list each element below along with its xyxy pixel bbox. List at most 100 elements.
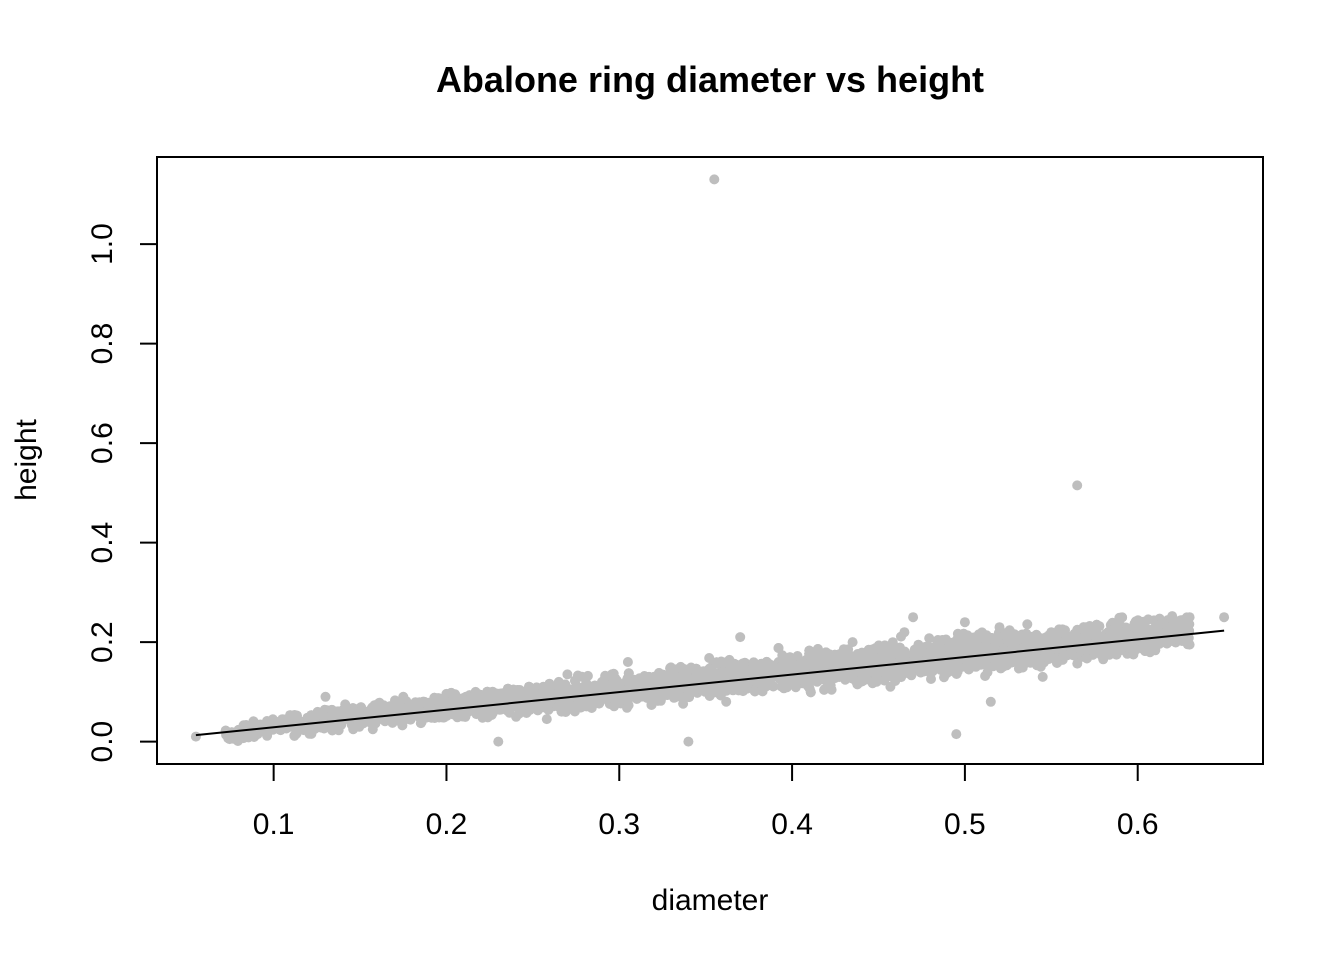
data-point [223, 733, 234, 744]
data-point [968, 637, 979, 648]
data-point [746, 665, 757, 676]
y-tick-label: 0.8 [86, 323, 119, 365]
data-point [934, 642, 944, 653]
data-point [901, 656, 911, 667]
data-point [977, 657, 988, 667]
data-point [562, 669, 573, 680]
data-point [819, 658, 830, 669]
data-point [757, 676, 768, 687]
data-point [1140, 623, 1151, 634]
data-point [899, 627, 910, 638]
x-tick-label: 0.2 [426, 808, 468, 841]
data-point [527, 688, 538, 699]
data-point [1091, 621, 1102, 632]
y-axis-label: height [10, 418, 43, 500]
data-point [1111, 649, 1122, 660]
data-point [784, 678, 795, 689]
data-point [450, 689, 461, 700]
data-point [885, 681, 896, 692]
data-point [805, 687, 816, 698]
data-point [1017, 662, 1028, 673]
data-point [665, 668, 675, 679]
data-point [484, 692, 495, 703]
data-point [572, 700, 583, 711]
data-point [416, 711, 427, 722]
data-point [773, 643, 784, 653]
data-point [882, 647, 893, 658]
data-point [501, 694, 512, 705]
data-point [734, 670, 745, 681]
data-point [996, 661, 1007, 672]
data-point [998, 647, 1009, 657]
data-point [958, 628, 969, 639]
y-tick-label: 0.0 [86, 721, 119, 763]
data-point [1140, 631, 1151, 642]
data-point [560, 701, 571, 712]
data-point [1075, 645, 1086, 656]
data-point [689, 685, 699, 696]
data-point [460, 711, 471, 722]
data-point [510, 690, 521, 701]
data-point [1080, 622, 1091, 633]
data-point [1219, 612, 1230, 623]
data-point [969, 657, 980, 668]
data-point [951, 729, 962, 740]
data-point [1021, 630, 1032, 641]
x-tick-label: 0.1 [253, 808, 295, 841]
data-point [957, 646, 968, 656]
data-point [1170, 617, 1181, 627]
data-point [813, 649, 823, 660]
data-point [960, 636, 971, 647]
data-point [521, 708, 532, 718]
data-point [1052, 657, 1062, 668]
data-point [190, 731, 201, 742]
data-point [989, 634, 1000, 645]
data-point [1043, 654, 1054, 664]
data-point [1037, 671, 1048, 682]
data-point [381, 709, 391, 720]
regression-layer [195, 629, 1225, 737]
data-point [985, 696, 996, 707]
data-point [1063, 637, 1074, 648]
data-point [761, 662, 772, 672]
data-point [914, 665, 925, 676]
data-point [692, 669, 702, 680]
data-point [735, 632, 746, 643]
data-point [581, 678, 592, 689]
x-tick-label: 0.3 [598, 808, 640, 841]
data-point [398, 691, 409, 702]
data-point [704, 653, 715, 663]
data-point [1000, 629, 1011, 640]
data-point [631, 691, 642, 702]
data-point [424, 701, 435, 712]
data-point [622, 657, 633, 667]
data-point [711, 657, 722, 668]
data-point [987, 642, 998, 653]
data-point [656, 686, 666, 697]
data-point [1074, 635, 1085, 646]
data-point [683, 736, 694, 747]
x-tick-label: 0.4 [771, 808, 813, 841]
data-point [994, 622, 1005, 633]
data-point [908, 612, 919, 623]
data-point [648, 681, 659, 692]
points-layer [190, 174, 1230, 747]
data-point [837, 657, 848, 668]
data-point [730, 681, 740, 692]
y-tick-label: 0.2 [86, 621, 119, 663]
data-point [749, 686, 760, 697]
data-point [429, 692, 440, 703]
data-point [851, 676, 862, 687]
data-point [303, 724, 314, 735]
data-point [320, 691, 331, 702]
data-point [493, 736, 504, 747]
data-point [1046, 627, 1057, 638]
data-point [833, 666, 844, 677]
data-point [924, 633, 935, 644]
data-point [1177, 634, 1188, 645]
data-point [1121, 641, 1132, 652]
data-point [712, 686, 723, 697]
data-point [959, 617, 970, 628]
data-point [571, 683, 582, 694]
